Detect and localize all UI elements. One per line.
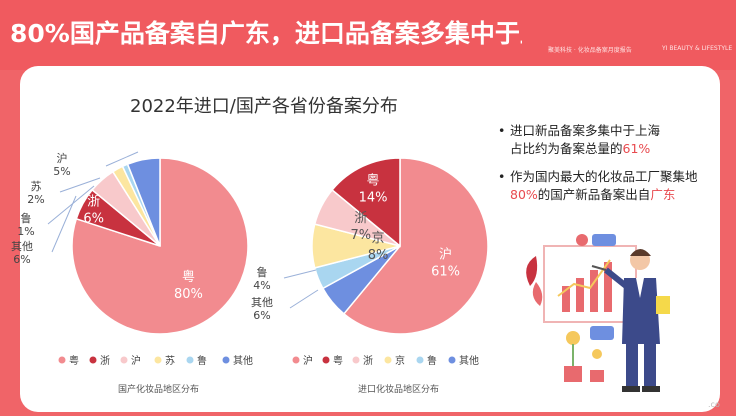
pie-caption-imported: 进口化妆品地区分布 (358, 385, 440, 395)
plant-leaf-icon (526, 256, 538, 286)
bullet-dot: • (498, 123, 506, 138)
chart-title: 2022年进口/国产各省份备案分布 (130, 96, 398, 117)
slice-value-label: 7% (350, 228, 371, 243)
legend-swatch (222, 356, 230, 364)
legend-label: 粤 (333, 354, 343, 367)
bullet-line: 的国产新品备案出自 (537, 187, 651, 202)
man-suit (622, 278, 660, 344)
legend-swatch (384, 356, 392, 364)
page-headline: 80%国产品备案自广东，进口品备案多集中于上海 (10, 19, 522, 48)
highlight-province: 广东 (650, 187, 676, 202)
legend-swatch (120, 356, 128, 364)
legend-label: 鲁 (427, 354, 437, 367)
leader-line (105, 151, 139, 167)
slice-label: 其他 (11, 240, 33, 253)
trend-line-icon (557, 259, 611, 297)
legend-label: 粤 (69, 354, 79, 367)
bullet-dot: • (498, 169, 506, 184)
legend-swatch (352, 356, 360, 364)
slice-value-label: 5% (53, 165, 70, 178)
bullet-shanghai: • 进口新品备案多集中于上海 占比约为备案总量的61% (498, 122, 660, 158)
folder-icon (656, 296, 670, 314)
slice-label: 沪 (57, 151, 68, 165)
highlight-value: 80% (510, 187, 538, 202)
leader-line (59, 177, 101, 193)
legend-swatch (154, 356, 162, 364)
legend-swatch (186, 356, 194, 364)
bullet-guangdong: • 作为国内最大的化妆品工厂聚集地 80%的国产新品备案出自广东 (498, 168, 698, 204)
slice-value-label: 1% (17, 225, 34, 238)
slice-value-label: 2% (27, 193, 44, 206)
flower-pot-icon (564, 366, 582, 382)
bullet-line: 作为国内最大的化妆品工厂聚集地 (510, 169, 698, 184)
slice-label: 粤 (367, 173, 380, 189)
legend-label: 京 (395, 354, 405, 367)
slice-value-label: 6% (13, 253, 30, 266)
leader-line (289, 289, 319, 309)
pie-slice-粤 (331, 157, 401, 248)
slice-label: 浙 (354, 211, 367, 226)
bullet-line: 占比约为备案总量的 (510, 141, 623, 156)
legend-label: 苏 (165, 354, 175, 367)
bullet-line: 进口新品备案多集中于上海 (510, 123, 661, 138)
slice-label: 浙 (87, 195, 100, 210)
math-bubble-icon (590, 326, 614, 340)
slice-value-label: 80% (174, 287, 203, 302)
slice-label: 粤 (182, 269, 195, 285)
slice-value-label: 61% (431, 264, 460, 279)
pie-caption-domestic: 国产化妆品地区分布 (118, 385, 200, 395)
leader-line (51, 195, 77, 253)
legend-swatch (416, 356, 424, 364)
pie-slice-沪 (342, 157, 489, 335)
slice-label: 苏 (31, 180, 42, 193)
slice-label: 其他 (251, 296, 273, 309)
brand-english: YI BEAUTY & LIFESTYLE (662, 45, 733, 52)
legend-label: 沪 (303, 354, 313, 367)
leader-line (47, 185, 95, 225)
legend-label: 其他 (233, 354, 253, 367)
legend-label: 沪 (131, 354, 141, 367)
slice-label: 鲁 (257, 265, 268, 279)
legend-swatch (58, 356, 66, 364)
businessman-illustration (526, 234, 670, 392)
slice-label: 鲁 (21, 211, 32, 225)
brand-text: 聚美科技 · 化妆品备案月度报告 (548, 47, 632, 54)
legend-label: 鲁 (197, 354, 207, 367)
legend-swatch (322, 356, 330, 364)
speech-bubble-icon (592, 234, 616, 246)
legend-label: 浙 (100, 355, 110, 367)
slice-label: 沪 (439, 246, 452, 262)
corner-text: .co (708, 400, 720, 409)
legend-swatch (292, 356, 300, 364)
highlight-value: 61% (622, 141, 651, 156)
slice-value-label: 8% (368, 248, 389, 263)
legend-swatch (448, 356, 456, 364)
slice-value-label: 6% (253, 309, 270, 322)
legend-label: 浙 (363, 355, 373, 367)
legend-swatch (89, 356, 97, 364)
slice-value-label: 4% (253, 279, 270, 292)
legend-label: 其他 (459, 354, 479, 367)
slice-value-label: 14% (359, 191, 388, 206)
leader-line (283, 269, 317, 279)
header-banner: 80%国产品备案自广东，进口品备案多集中于上海 聚美科技 · 化妆品备案月度报告… (0, 0, 736, 70)
pie-slice-其他 (126, 157, 161, 247)
slice-value-label: 6% (83, 212, 104, 227)
slice-label: 京 (371, 231, 384, 246)
pointer-stick-icon (591, 265, 607, 271)
